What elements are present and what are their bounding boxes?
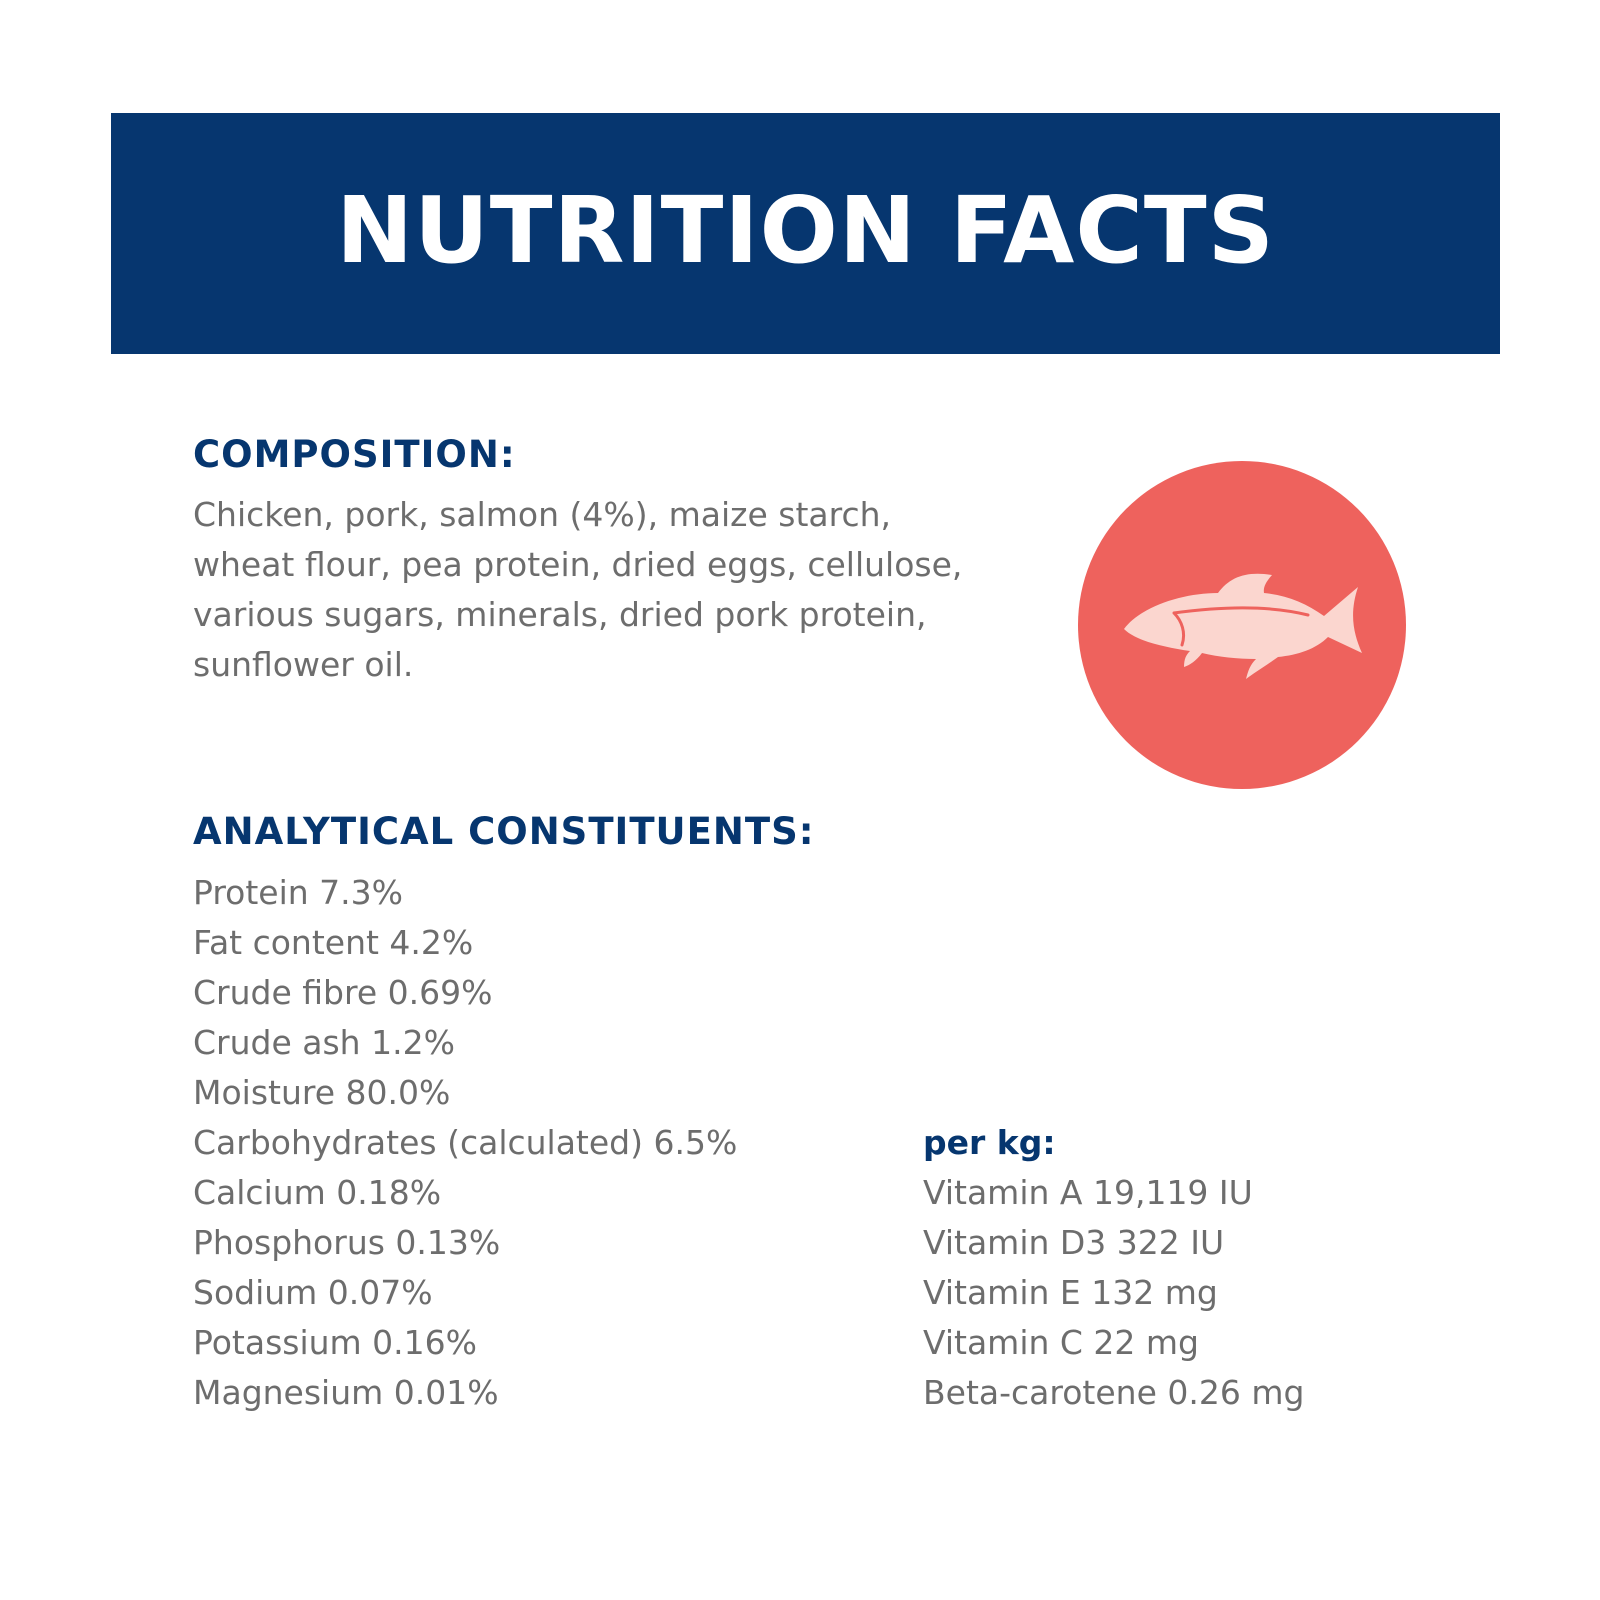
page-title: NUTRITION FACTS — [336, 176, 1275, 284]
fish-badge — [1078, 461, 1406, 789]
title-banner: NUTRITION FACTS — [111, 113, 1500, 354]
list-item: Magnesium 0.01% — [193, 1373, 499, 1412]
composition-line: Chicken, pork, salmon (4%), maize starch… — [193, 495, 891, 534]
analytical-heading: ANALYTICAL CONSTITUENTS: — [193, 810, 815, 853]
analytical-list: Protein 7.3% Fat content 4.2% Crude fibr… — [193, 868, 737, 1418]
fish-body — [1124, 573, 1362, 679]
list-item: Vitamin A 19,119 IU — [923, 1173, 1253, 1212]
list-item: Phosphorus 0.13% — [193, 1223, 501, 1262]
composition-heading: COMPOSITION: — [193, 433, 516, 476]
list-item: Vitamin C 22 mg — [923, 1323, 1200, 1362]
composition-text: Chicken, pork, salmon (4%), maize starch… — [193, 490, 1053, 690]
list-item: Fat content 4.2% — [193, 923, 474, 962]
list-item: Vitamin E 132 mg — [923, 1273, 1218, 1312]
list-item: Calcium 0.18% — [193, 1173, 442, 1212]
list-item: Carbohydrates (calculated) 6.5% — [193, 1123, 738, 1162]
list-item: Protein 7.3% — [193, 873, 404, 912]
list-item: Sodium 0.07% — [193, 1273, 433, 1312]
list-item: Beta-carotene 0.26 mg — [923, 1373, 1305, 1412]
composition-line: various sugars, minerals, dried pork pro… — [193, 595, 927, 634]
composition-line: sunflower oil. — [193, 645, 414, 684]
list-item: Crude fibre 0.69% — [193, 973, 493, 1012]
list-item: Moisture 80.0% — [193, 1073, 451, 1112]
vitamin-list: Vitamin A 19,119 IU Vitamin D3 322 IU Vi… — [923, 1168, 1304, 1418]
per-kg-heading: per kg: — [923, 1123, 1056, 1162]
list-item: Crude ash 1.2% — [193, 1023, 455, 1062]
list-item: Potassium 0.16% — [193, 1323, 478, 1362]
composition-line: wheat flour, pea protein, dried eggs, ce… — [193, 545, 963, 584]
fish-gill-line — [1172, 606, 1310, 647]
per-kg-section: per kg: Vitamin A 19,119 IU Vitamin D3 3… — [923, 1118, 1304, 1418]
fish-icon — [1078, 461, 1406, 789]
list-item: Vitamin D3 322 IU — [923, 1223, 1225, 1262]
